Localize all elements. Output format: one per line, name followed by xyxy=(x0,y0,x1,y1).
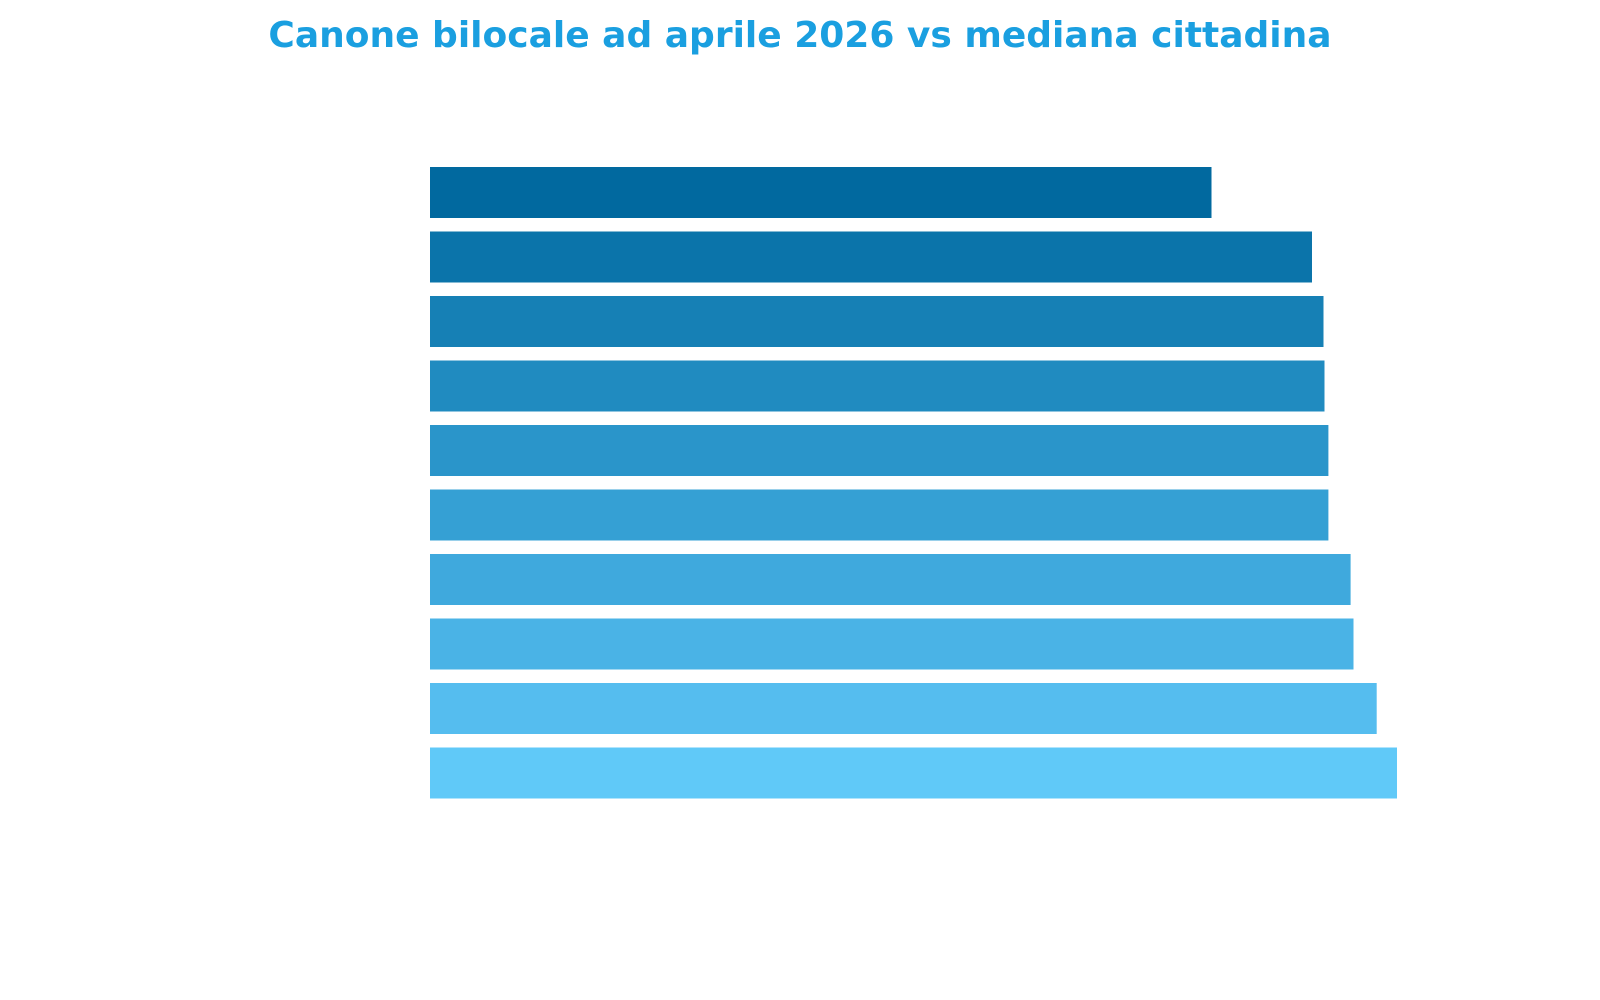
bar-9 xyxy=(430,683,1377,734)
chart-title: Canone bilocale ad aprile 2026 vs median… xyxy=(268,15,1332,56)
bar-group xyxy=(430,167,1397,799)
bar-4 xyxy=(430,360,1325,412)
bar-5 xyxy=(430,425,1329,476)
bar-10 xyxy=(430,747,1397,799)
bar-7 xyxy=(430,554,1351,605)
bar-8 xyxy=(430,618,1354,670)
bar-3 xyxy=(430,296,1324,347)
bar-2 xyxy=(430,231,1312,283)
bar-6 xyxy=(430,489,1329,541)
bar-1 xyxy=(430,167,1212,218)
